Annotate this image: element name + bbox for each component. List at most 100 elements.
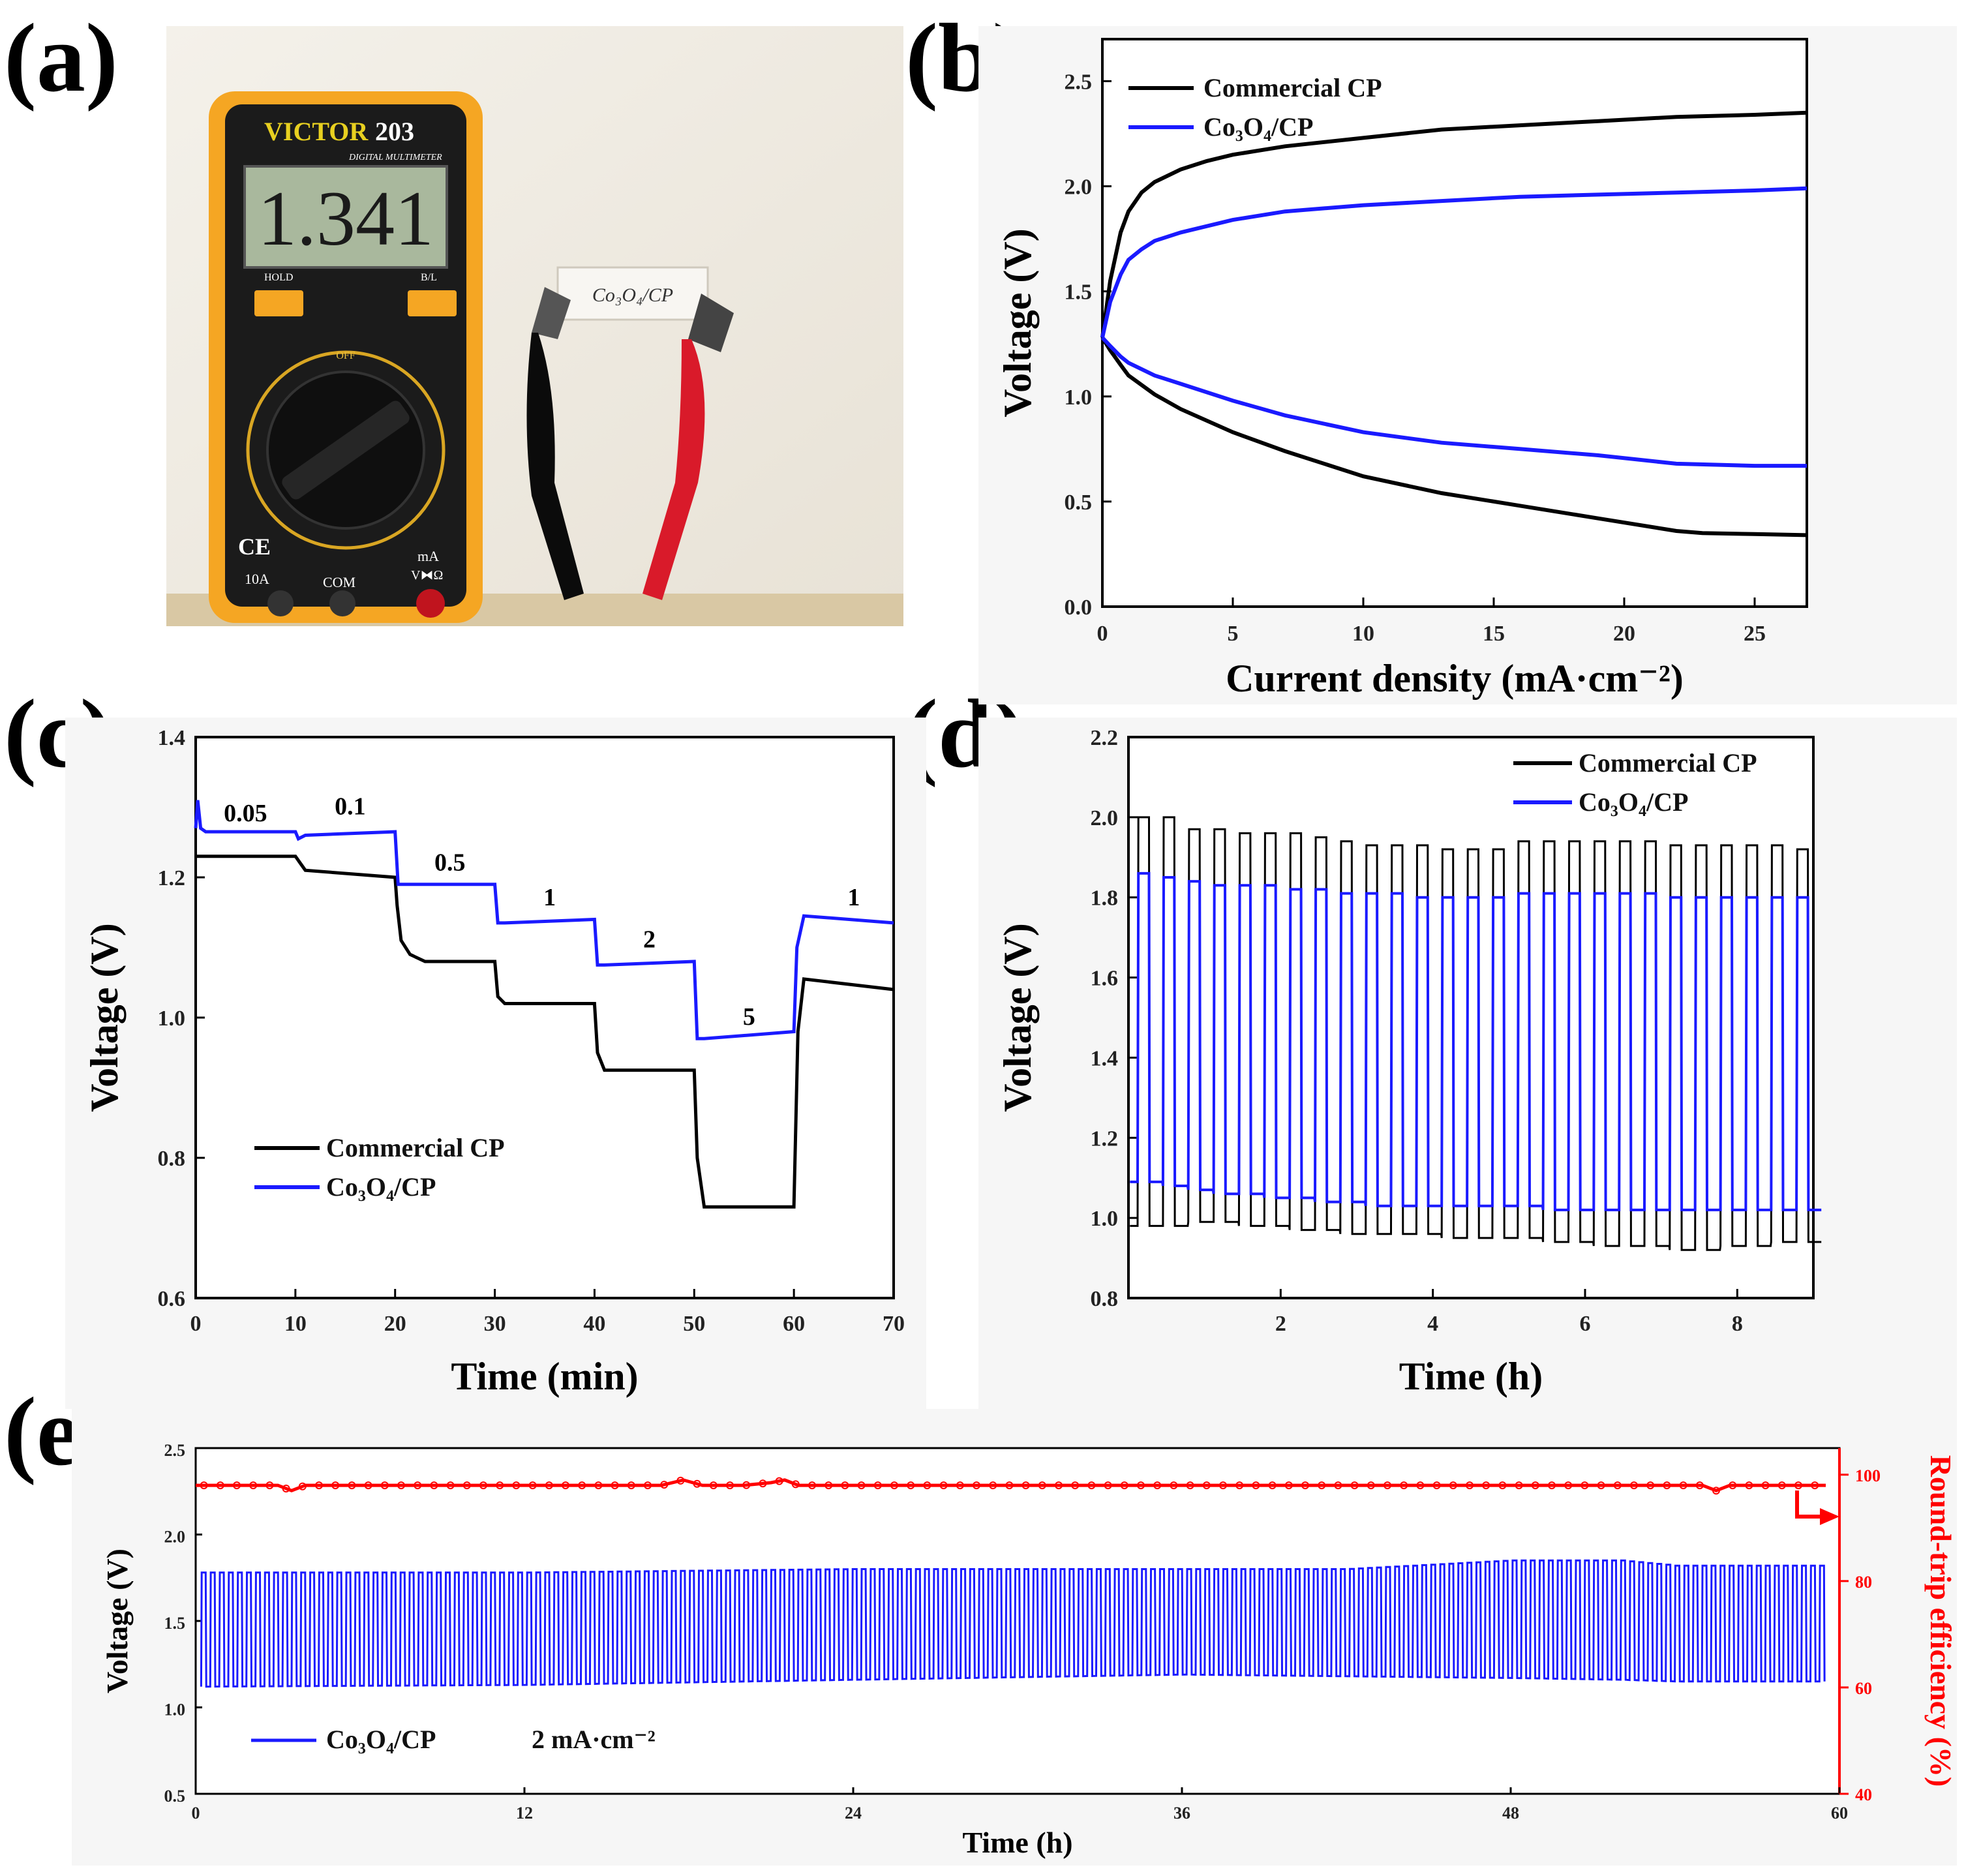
efficiency-point [1695, 1481, 1704, 1490]
efficiency-point [660, 1481, 669, 1489]
efficiency-point [1384, 1481, 1391, 1490]
efficiency-point [1482, 1481, 1490, 1490]
chart-d-lines [1130, 816, 1822, 1251]
efficiency-point [1219, 1481, 1227, 1490]
legend-e-co3o4-label: Co₃O₄/CP [326, 1725, 436, 1754]
chart-b-xlabel: Current density (mA·cm⁻²) [1226, 657, 1684, 700]
current-density-annotation: 0.1 [335, 793, 366, 820]
efficiency-point [841, 1481, 849, 1490]
efficiency-point [331, 1481, 340, 1490]
red-probe [643, 339, 705, 600]
efficiency-point [1367, 1481, 1375, 1490]
efficiency-point [644, 1481, 652, 1490]
efficiency-point [824, 1481, 833, 1490]
y-tick-label: 1.4 [158, 726, 186, 750]
efficiency-point [446, 1481, 455, 1490]
efficiency-point [1038, 1481, 1046, 1490]
x-tick-label: 0 [192, 1804, 200, 1823]
efficiency-point [808, 1481, 816, 1490]
efficiency-point [298, 1482, 307, 1490]
y-tick-label: 1.0 [164, 1701, 186, 1719]
current-density-annotation: 0.05 [224, 800, 267, 827]
y-tick-label: 1.4 [1091, 1046, 1119, 1070]
chart-d-ticks: 2 4 6 8 0.8 1.0 1.2 1.4 1.6 1.8 2.0 2.2 [1091, 726, 1743, 1336]
current-density-annotation: 1 [543, 884, 556, 911]
lcd-display [243, 165, 448, 269]
legend-b-co3o4-label: Co₃O₄/CP [1203, 112, 1313, 142]
series-line-discharge [1100, 336, 1807, 468]
efficiency-point [1663, 1481, 1671, 1490]
efficiency-point [1712, 1487, 1720, 1495]
chart-d-xlabel: Time (h) [1399, 1355, 1543, 1398]
efficiency-point [348, 1481, 356, 1490]
hold-button[interactable] [254, 290, 303, 316]
efficiency-point [1630, 1481, 1638, 1490]
sample-assembly: Co₃O₄/CP [526, 266, 734, 600]
efficiency-point [200, 1481, 208, 1490]
y-tick-label: 1.0 [1065, 386, 1093, 410]
y-tick-label: 1.2 [1091, 1127, 1119, 1151]
x-tick-label: 70 [883, 1312, 905, 1336]
efficiency-point [1005, 1481, 1014, 1490]
efficiency-point [627, 1481, 635, 1490]
efficiency-arrow-head [1820, 1508, 1839, 1525]
efficiency-point [1515, 1481, 1523, 1490]
ma-port-label: mA [417, 548, 439, 564]
voltage-cycles-line [200, 1559, 1826, 1688]
efficiency-point [1613, 1481, 1622, 1490]
efficiency-point [775, 1477, 783, 1485]
efficiency-point [1202, 1481, 1211, 1490]
dial-ring [246, 350, 446, 550]
panel-label-a: (a) [4, 4, 118, 112]
efficiency-point [890, 1481, 898, 1490]
y-tick-label: 0.8 [1091, 1287, 1119, 1311]
chart-b-ylabel: Voltage (V) [996, 228, 1039, 417]
efficiency-point [1104, 1481, 1112, 1490]
current-density-annotation: 1 [847, 884, 860, 911]
efficiency-point [364, 1481, 372, 1490]
current-density-annotation: 5 [743, 1003, 755, 1031]
y-tick-label: 1.5 [1065, 280, 1093, 305]
chart-d: 2 4 6 8 0.8 1.0 1.2 1.4 1.6 1.8 2.0 2.2 Commercial … [978, 718, 1957, 1409]
efficiency-point [282, 1485, 290, 1492]
x-tick-label: 10 [1352, 622, 1374, 646]
x-tick-label: 24 [845, 1804, 862, 1823]
chart-c-ylabel: Voltage (V) [83, 923, 126, 1112]
efficiency-point [1432, 1481, 1441, 1490]
chart-e-y2label: Round-trip efficiency (%) [1924, 1455, 1957, 1787]
efficiency-point [939, 1481, 948, 1490]
series-line-0 [196, 855, 894, 1209]
chart-e-ylabel: Voltage (V) [100, 1549, 134, 1693]
red-clip-metal [688, 294, 734, 352]
y-tick-label: 0.6 [158, 1287, 186, 1311]
black-clip [532, 287, 571, 339]
series-line-charge [1100, 110, 1807, 339]
bl-button[interactable] [408, 290, 457, 316]
black-probe [526, 333, 584, 600]
sample-label: Co₃O₄/CP [592, 284, 673, 306]
efficiency-point [1777, 1481, 1786, 1490]
x-tick-label: 12 [516, 1804, 533, 1823]
y-tick-label: 1.0 [1091, 1207, 1119, 1231]
efficiency-point [1531, 1481, 1539, 1490]
y-tick-label: 2.5 [164, 1441, 186, 1460]
efficiency-point [1137, 1481, 1145, 1490]
x-tick-label: 60 [1831, 1804, 1848, 1823]
y-tick-label: 1.8 [1091, 886, 1119, 911]
series-line-1 [1130, 871, 1822, 1211]
x-tick-label: 5 [1228, 622, 1239, 646]
y2-tick-label: 40 [1855, 1785, 1872, 1804]
efficiency-point [759, 1479, 767, 1488]
current-density-annotation: 0.5 [434, 849, 466, 876]
efficiency-point [512, 1481, 521, 1490]
series-line-charge [1100, 186, 1807, 339]
legend-e-note: 2 mA·cm⁻² [532, 1725, 656, 1754]
efficiency-point [956, 1481, 964, 1490]
x-tick-label: 6 [1580, 1312, 1591, 1336]
legend-c-commercial-label: Commercial CP [326, 1133, 505, 1162]
efficiency-point [462, 1481, 471, 1490]
efficiency-point [430, 1481, 438, 1490]
y-tick-label: 2.2 [1091, 726, 1119, 750]
model-subtitle: DIGITAL MULTIMETER [348, 153, 442, 162]
bl-label: B/L [421, 272, 437, 283]
